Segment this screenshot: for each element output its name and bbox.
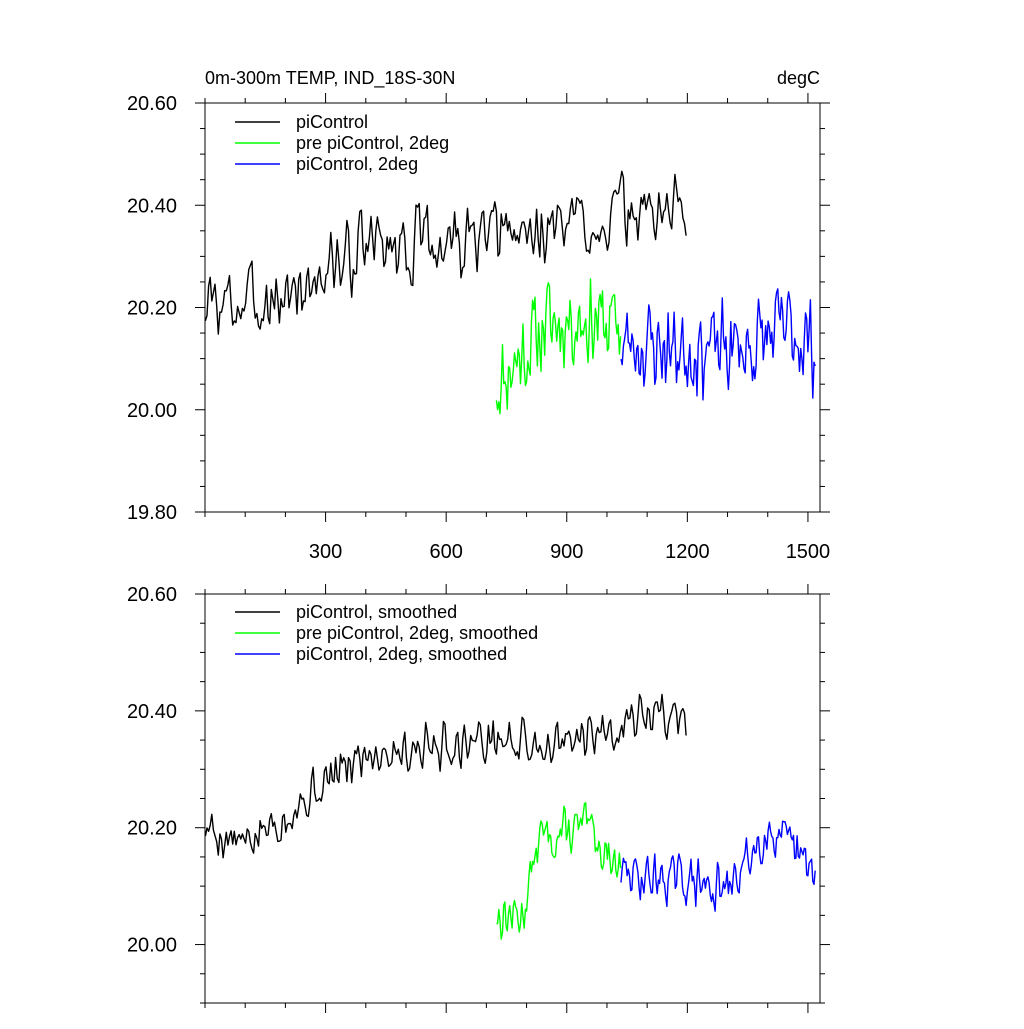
y-tick-label: 20.60 [127, 584, 177, 606]
y-tick-label: 20.20 [127, 818, 177, 840]
series-line-2 [495, 278, 622, 415]
legend-label-3: piControl, 2deg [296, 154, 418, 174]
x-tick-label: 300 [309, 541, 342, 563]
legend-label-3: piControl, 2deg, smoothed [296, 644, 507, 664]
chart-title-left: 0m-300m TEMP, IND_18S-30N [205, 68, 455, 89]
legend-label-1: piControl [296, 112, 368, 132]
y-tick-label: 20.00 [127, 400, 177, 422]
series-line-1 [205, 693, 687, 859]
x-tick-label: 600 [429, 541, 462, 563]
y-tick-label: 20.20 [127, 298, 177, 320]
x-tick-label: 1200 [665, 541, 710, 563]
x-tick-label: 1500 [786, 541, 831, 563]
legend-label-2: pre piControl, 2deg [296, 133, 449, 153]
series-line-2 [496, 802, 622, 940]
y-tick-label: 20.60 [127, 93, 177, 115]
series-line-3 [620, 820, 816, 912]
series-line-3 [620, 288, 816, 401]
x-tick-label: 900 [550, 541, 583, 563]
legend-label-2: pre piControl, 2deg, smoothed [296, 623, 538, 643]
series-line-1 [205, 170, 687, 335]
chart-title-right: degC [777, 68, 820, 88]
y-tick-label: 20.00 [127, 935, 177, 957]
y-tick-label: 20.40 [127, 195, 177, 217]
y-tick-label: 20.40 [127, 701, 177, 723]
y-tick-label: 19.80 [127, 502, 177, 524]
legend-label-1: piControl, smoothed [296, 602, 457, 622]
